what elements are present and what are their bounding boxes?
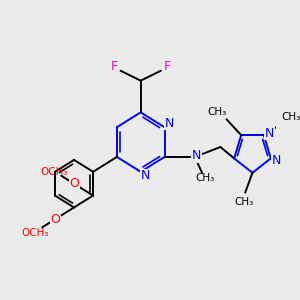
Text: N: N <box>141 169 150 182</box>
Text: N: N <box>164 117 174 130</box>
Text: O: O <box>70 177 80 190</box>
Text: N: N <box>272 154 281 167</box>
Text: CH₃: CH₃ <box>195 173 214 183</box>
Text: CH₃: CH₃ <box>208 107 227 117</box>
Text: O: O <box>50 213 60 226</box>
Text: OCH₃: OCH₃ <box>40 167 68 177</box>
Text: N: N <box>265 127 274 140</box>
Text: OCH₃: OCH₃ <box>21 228 49 238</box>
Text: F: F <box>164 60 171 73</box>
Text: N: N <box>192 149 201 162</box>
Text: CH₃: CH₃ <box>282 112 300 122</box>
Text: CH₃: CH₃ <box>235 196 254 206</box>
Text: F: F <box>111 60 118 73</box>
